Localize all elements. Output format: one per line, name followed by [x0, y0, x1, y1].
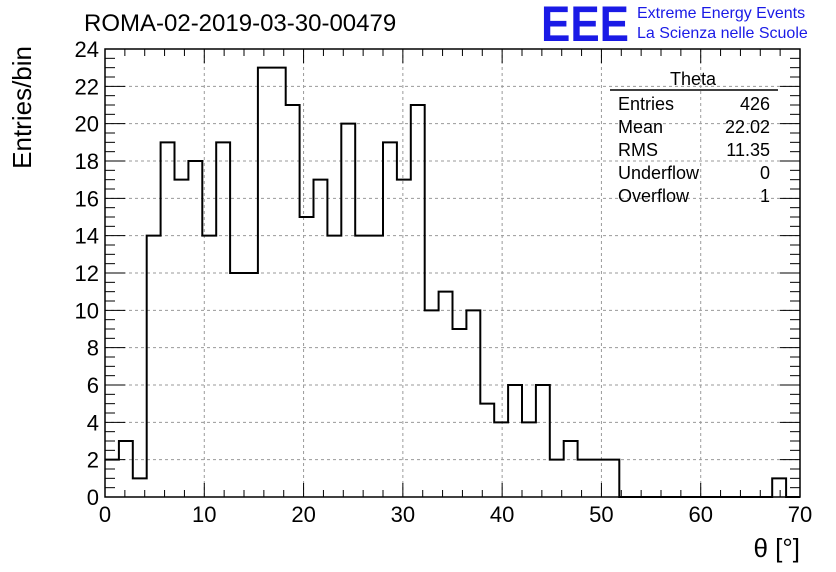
x-tick-label: 60 — [688, 502, 712, 527]
histogram-bin — [480, 404, 494, 497]
x-tick-label: 70 — [788, 502, 812, 527]
histogram-bin — [258, 68, 272, 497]
histogram-bin — [355, 236, 369, 497]
y-tick-label: 12 — [75, 261, 99, 286]
y-tick-label: 20 — [75, 112, 99, 137]
histogram-bin — [272, 68, 286, 497]
x-tick-label: 30 — [391, 502, 415, 527]
x-axis-title: θ [°] — [753, 533, 800, 563]
x-tick-label: 0 — [99, 502, 111, 527]
stats-rows: Entries 426 Mean 22.02 RMS 11.35 Underflow 0 Ove… — [618, 94, 770, 206]
histogram-bin — [369, 236, 383, 497]
histogram-bin — [188, 161, 202, 497]
histogram-bin — [341, 124, 355, 497]
histogram-bin — [425, 310, 439, 497]
stats-value: 1 — [760, 186, 770, 206]
histogram — [105, 66, 800, 498]
x-tick-labels: 0 10 20 30 40 50 60 70 — [99, 502, 812, 527]
x-tick-label: 20 — [291, 502, 315, 527]
y-tick-label: 2 — [87, 448, 99, 473]
histogram-bin — [175, 180, 189, 497]
eee-logo: EEE Extreme Energy Events La Scienza nel… — [541, 0, 808, 52]
histogram-bin — [536, 385, 550, 497]
logo-line-2: La Scienza nelle Scuole — [637, 25, 808, 42]
histogram-bin — [119, 441, 133, 497]
y-tick-label: 18 — [75, 149, 99, 174]
grid-lines — [105, 49, 800, 497]
run-title: ROMA-02-2019-03-30-00479 — [84, 10, 396, 37]
stats-value: 22.02 — [725, 117, 770, 137]
histogram-bin — [466, 310, 480, 497]
stats-label: Underflow — [618, 163, 700, 183]
logo-line-1: Extreme Energy Events — [637, 5, 805, 22]
stats-value: 11.35 — [726, 140, 770, 160]
y-tick-label: 4 — [87, 410, 99, 435]
y-tick-label: 14 — [75, 224, 99, 249]
y-tick-label: 0 — [87, 485, 99, 510]
x-tick-label: 50 — [589, 502, 613, 527]
histogram-bin — [161, 142, 175, 497]
histogram-bin — [244, 273, 258, 497]
histogram-bin — [300, 217, 314, 497]
histogram-bin — [230, 273, 244, 497]
histogram-bin — [216, 142, 230, 497]
stats-value: 0 — [760, 163, 770, 183]
x-tick-label: 40 — [490, 502, 514, 527]
histogram-bin — [605, 460, 619, 497]
histogram-bin — [494, 422, 508, 497]
histogram-bin — [772, 478, 786, 497]
histogram-bin — [147, 236, 161, 497]
histogram-bin — [578, 460, 592, 497]
histogram-bin — [314, 180, 328, 497]
histogram-bin — [522, 422, 536, 497]
histogram-bin — [453, 329, 467, 497]
y-tick-label: 24 — [75, 37, 99, 62]
stats-value: 426 — [740, 94, 770, 114]
histogram-bin — [508, 385, 522, 497]
stats-title: Theta — [670, 69, 717, 89]
stats-label: Mean — [618, 117, 663, 137]
histogram-bin — [439, 292, 453, 497]
histogram-bin — [411, 105, 425, 497]
histogram-bin — [202, 236, 216, 497]
y-tick-label: 16 — [75, 186, 99, 211]
y-tick-label: 6 — [87, 373, 99, 398]
y-axis-title: Entries/bin — [7, 46, 37, 169]
histogram-bin — [286, 105, 300, 497]
stats-label: Overflow — [618, 186, 690, 206]
histogram-bin — [327, 236, 341, 497]
axis-ticks — [104, 48, 801, 498]
histogram-bin — [564, 441, 578, 497]
histogram-bin — [592, 460, 606, 497]
histogram-bin — [397, 180, 411, 497]
stats-label: Entries — [618, 94, 674, 114]
x-tick-label: 10 — [192, 502, 216, 527]
y-tick-label: 10 — [75, 298, 99, 323]
histogram-bin — [383, 142, 397, 497]
y-tick-label: 22 — [75, 74, 99, 99]
logo-letters: EEE — [541, 0, 629, 52]
stats-box: Theta Entries 426 Mean 22.02 RMS 11.35 Underfl… — [610, 69, 778, 206]
stats-label: RMS — [618, 140, 658, 160]
y-tick-label: 8 — [87, 336, 99, 361]
